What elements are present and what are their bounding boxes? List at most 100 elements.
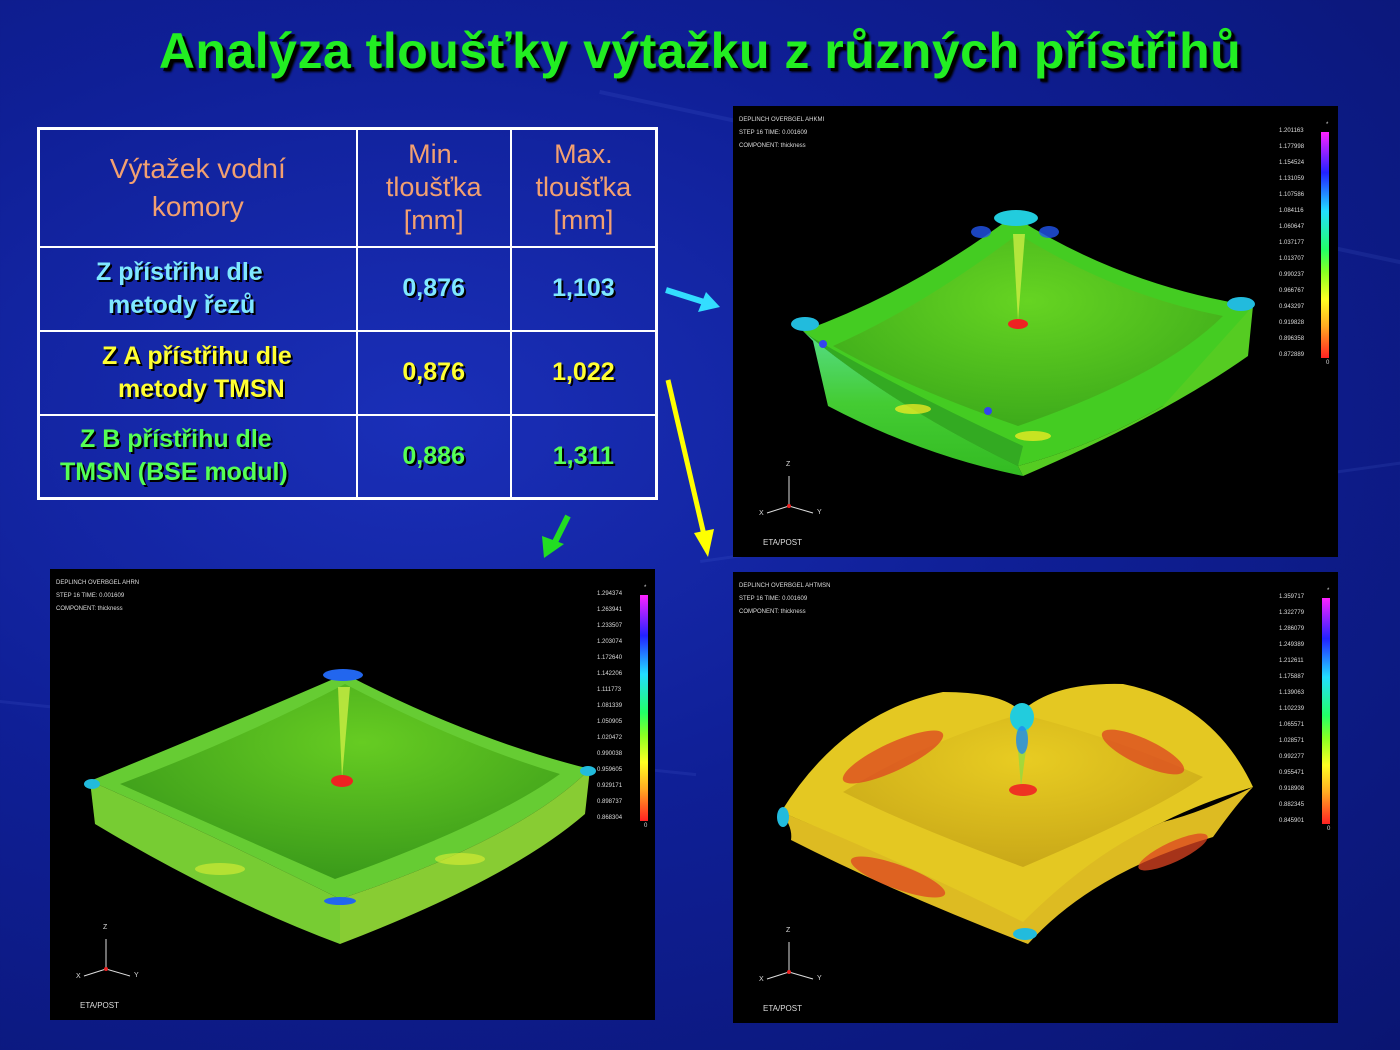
axis-x-label: X — [759, 976, 764, 983]
axis-triad-icon — [83, 939, 131, 977]
color-scale-labels: 1.294374 1.263941 1.233507 1.203074 1.17… — [597, 591, 637, 831]
panel-info: DEPLINCH OVERBGEL AHTMSN STEP 16 TIME: 0… — [739, 580, 830, 619]
axis-z-label: Z — [103, 924, 108, 931]
thickness-model — [84, 669, 596, 944]
eta-post-label: ETA/POST — [763, 1004, 802, 1013]
header-text: [mm] — [403, 205, 464, 236]
scale-label: 0.992277 — [1279, 754, 1305, 760]
header-text: [mm] — [553, 205, 614, 236]
scale-label: 0.943297 — [1279, 304, 1305, 310]
scale-end-marker: * — [1327, 588, 1330, 594]
scale-label: 1.050905 — [597, 719, 623, 725]
scale-label: 1.201163 — [1279, 128, 1304, 134]
axis-y-label: Y — [134, 972, 139, 979]
scale-label: 1.102239 — [1279, 706, 1305, 712]
scale-label: 1.359717 — [1279, 594, 1305, 600]
row-label-line: Z A přístřihu dle — [102, 341, 292, 370]
scale-label: 0.990237 — [1279, 272, 1305, 278]
axis-triad-icon — [766, 942, 814, 980]
scale-label: 0.919828 — [1279, 320, 1305, 326]
header-cell-min: Min. tloušťka [mm] — [355, 127, 512, 248]
thickness-table: Výtažek vodní komory Min. tloušťka [mm] … — [37, 127, 658, 500]
row-max: 1,103 — [509, 245, 658, 332]
scale-end-marker: 0 — [1327, 826, 1331, 832]
scale-label: 0.896358 — [1279, 336, 1305, 342]
scale-label: 1.081339 — [597, 703, 623, 709]
scale-label: 1.111773 — [597, 687, 622, 693]
arrow-green-icon — [542, 514, 571, 558]
row-label: Z přístřihu dle metody řezů — [37, 245, 358, 332]
scale-end-marker: * — [644, 585, 647, 591]
info-line: DEPLINCH OVERBGEL AHTMSN — [739, 583, 831, 589]
scale-label: 0.966767 — [1279, 288, 1305, 294]
scale-label: 1.139063 — [1279, 690, 1305, 696]
scale-label: 1.020472 — [597, 735, 623, 741]
color-scale-bar — [1322, 598, 1330, 824]
scale-end-marker: 0 — [1326, 360, 1330, 366]
simulation-panel-bottom-left: DEPLINCH OVERBGEL AHRN STEP 16 TIME: 0.0… — [50, 569, 655, 1020]
color-scale-bar — [1321, 132, 1329, 358]
thickness-model — [777, 683, 1253, 944]
color-scale-bar — [640, 595, 648, 821]
axis-z-label: Z — [786, 927, 791, 934]
header-cell-product: Výtažek vodní komory — [37, 127, 358, 248]
scale-label: 1.028571 — [1279, 738, 1305, 744]
simulation-panel-bottom-right: DEPLINCH OVERBGEL AHTMSN STEP 16 TIME: 0… — [733, 572, 1338, 1023]
header-text: tloušťka — [535, 172, 632, 203]
scale-label: 0.929171 — [597, 783, 623, 789]
info-line: DEPLINCH OVERBGEL AHRN — [56, 580, 140, 586]
color-scale-labels: 1.359717 1.322779 1.286079 1.249389 1.21… — [1279, 594, 1319, 834]
scale-label: 1.037177 — [1279, 240, 1305, 246]
scale-label: 1.065571 — [1279, 722, 1305, 728]
scale-label: 1.233507 — [597, 623, 623, 629]
scale-label: 1.107586 — [1279, 192, 1305, 198]
row-min: 0,876 — [355, 329, 512, 416]
slide-title: Analýza tloušťky výtažku z různých příst… — [158, 23, 1242, 79]
scale-label: 0.955471 — [1279, 770, 1305, 776]
scale-label: 1.212611 — [1279, 658, 1304, 664]
scale-label: 1.060647 — [1279, 224, 1305, 230]
table-row: Z A přístřihu dle metody TMSN 0,876 1,02… — [37, 329, 658, 416]
scale-label: 1.142206 — [597, 671, 623, 677]
scale-label: 1.177998 — [1279, 144, 1305, 150]
thickness-model — [791, 210, 1255, 476]
scale-label: 0.898737 — [597, 799, 623, 805]
info-line: DEPLINCH OVERBGEL AHKMI — [739, 117, 825, 123]
axis-y-label: Y — [817, 975, 822, 982]
scale-label: 1.013707 — [1279, 256, 1305, 262]
color-scale-labels: 1.201163 1.177998 1.154524 1.131059 1.10… — [1279, 128, 1319, 368]
axis-x-label: X — [76, 973, 81, 980]
scale-label: 0.845901 — [1279, 818, 1305, 824]
scale-label: 0.959605 — [597, 767, 623, 773]
scale-end-marker: * — [1326, 122, 1329, 128]
scale-label: 0.872889 — [1279, 352, 1305, 358]
info-line: COMPONENT: thickness — [56, 606, 123, 612]
scale-label: 1.154524 — [1279, 160, 1305, 166]
panel-info: DEPLINCH OVERBGEL AHKMI STEP 16 TIME: 0.… — [739, 114, 824, 153]
scale-label: 1.286079 — [1279, 626, 1305, 632]
simulation-panel-top-right: DEPLINCH OVERBGEL AHKMI STEP 16 TIME: 0.… — [733, 106, 1338, 557]
scale-label: 1.131059 — [1279, 176, 1305, 182]
row-label-line: Z B přístřihu dle — [80, 425, 272, 454]
scale-label: 1.203074 — [597, 639, 623, 645]
eta-post-label: ETA/POST — [763, 538, 802, 547]
scale-label: 1.084116 — [1279, 208, 1304, 214]
row-label-line: Z přístřihu dle — [96, 257, 263, 286]
table-header-row: Výtažek vodní komory Min. tloušťka [mm] … — [37, 127, 658, 248]
info-line: STEP 16 TIME: 0.001609 — [56, 593, 125, 599]
row-label-line: TMSN (BSE modul) — [60, 458, 288, 487]
axis-z-label: Z — [786, 461, 791, 468]
row-max: 1,311 — [509, 413, 658, 500]
row-max: 1,022 — [509, 329, 658, 416]
arrow-cyan-icon — [665, 287, 720, 312]
row-label-line: metody TMSN — [118, 374, 285, 403]
scale-label: 0.882345 — [1279, 802, 1305, 808]
table-row: Z přístřihu dle metody řezů 0,876 1,103 — [37, 245, 658, 332]
row-label: Z B přístřihu dle TMSN (BSE modul) — [37, 413, 358, 500]
eta-post-label: ETA/POST — [80, 1001, 119, 1010]
header-text: Min. — [408, 139, 460, 170]
info-line: COMPONENT: thickness — [739, 609, 806, 615]
row-min: 0,886 — [355, 413, 512, 500]
arrow-yellow-icon — [665, 379, 714, 557]
axis-x-label: X — [759, 510, 764, 517]
